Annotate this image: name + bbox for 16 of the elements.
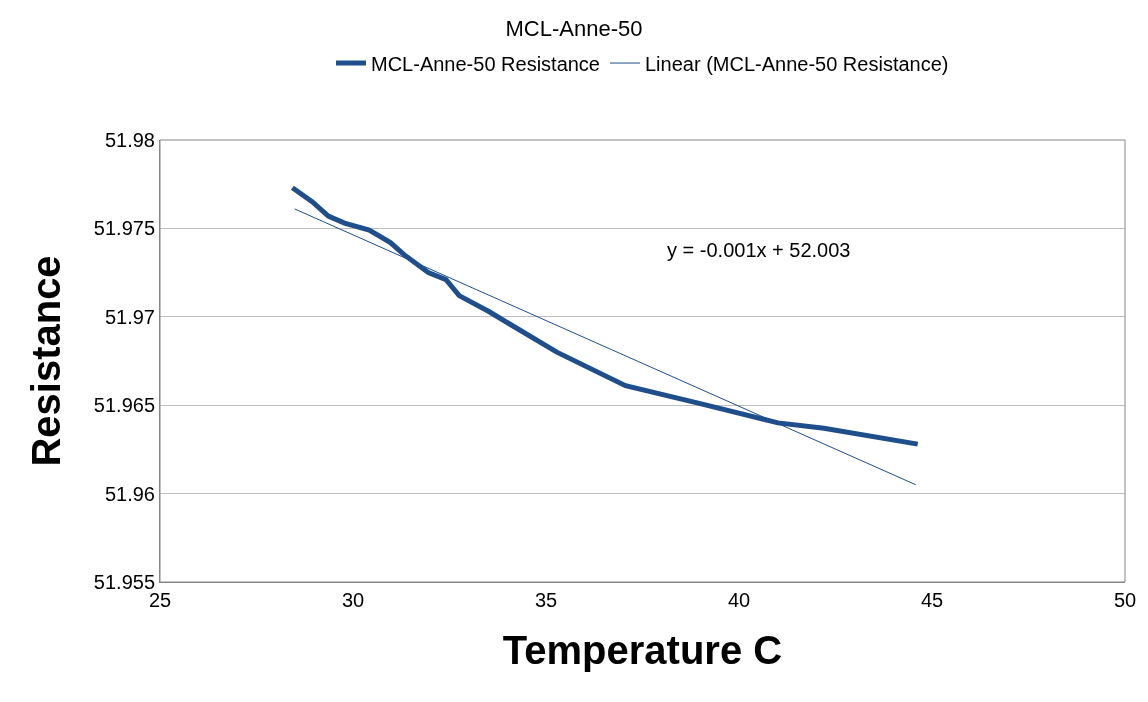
legend-label: MCL-Anne-50 Resistance bbox=[371, 52, 600, 75]
y-tick-label: 51.96 bbox=[104, 482, 155, 505]
x-tick-label: 40 bbox=[727, 589, 751, 611]
x-tick-label: 45 bbox=[920, 589, 944, 611]
x-axis-title: Temperature C bbox=[502, 627, 783, 672]
chart-title: MCL-Anne-50 bbox=[505, 16, 643, 42]
annotation: y = -0.001x + 52.003 bbox=[667, 239, 851, 261]
legend-label: Linear (MCL-Anne-50 Resistance) bbox=[645, 52, 949, 75]
x-tick-label: 30 bbox=[341, 589, 365, 611]
x-tick-label: 35 bbox=[534, 589, 558, 611]
y-tick-label: 51.965 bbox=[93, 394, 155, 417]
y-tick-label: 51.98 bbox=[104, 129, 155, 151]
y-axis-title: Resistance bbox=[24, 255, 69, 467]
y-tick-label: 51.97 bbox=[104, 305, 155, 328]
x-tick-label: 50 bbox=[1113, 589, 1137, 611]
y-tick-label: 51.975 bbox=[93, 217, 155, 240]
